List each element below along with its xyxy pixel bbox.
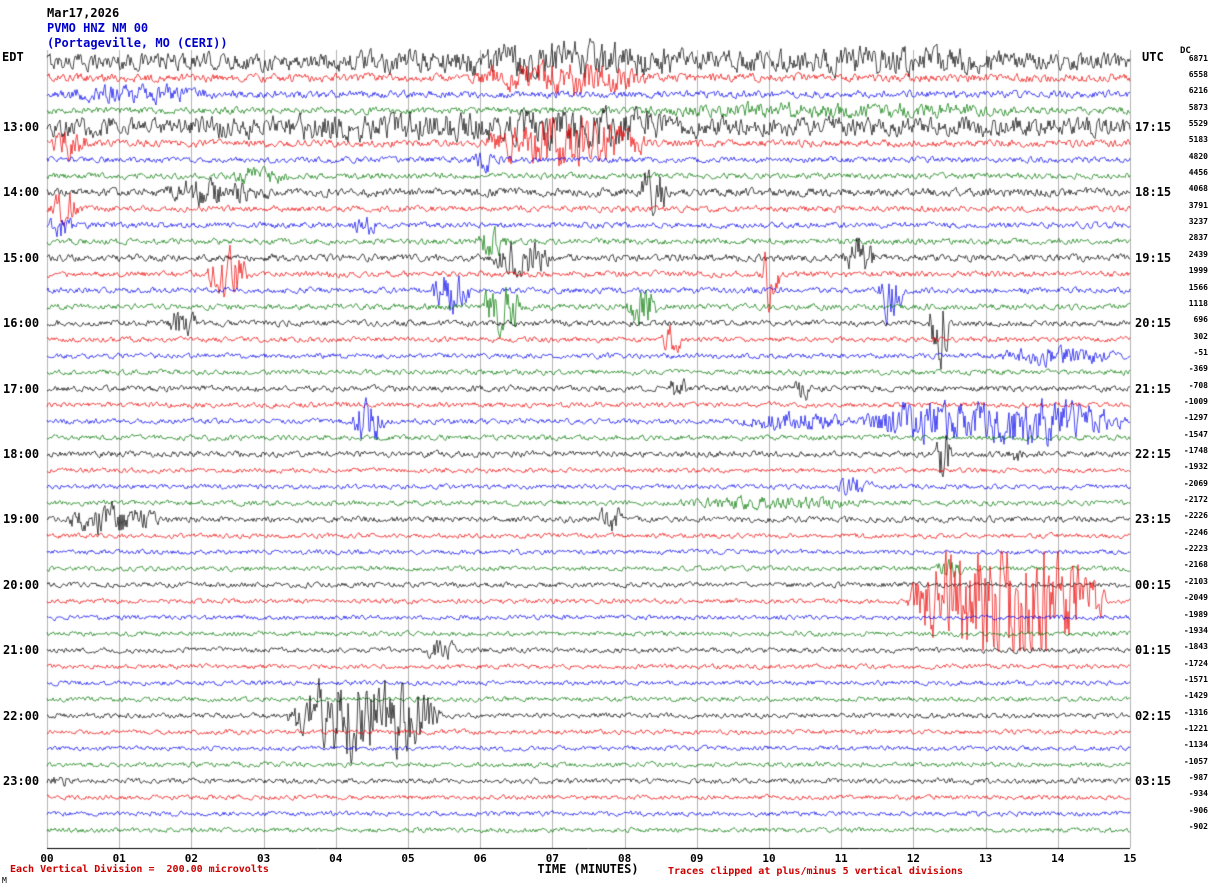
- dc-value: -1316: [1183, 707, 1208, 717]
- right-axis-label: UTC: [1142, 50, 1164, 64]
- x-tick-label: 05: [401, 852, 415, 865]
- x-tick-label: 04: [329, 852, 343, 865]
- dc-value: -708: [1188, 380, 1208, 390]
- dc-value: -2172: [1183, 495, 1208, 505]
- dc-value: -987: [1188, 773, 1208, 782]
- right-hour-label: 22:15: [1135, 447, 1172, 461]
- dc-value: -1989: [1183, 609, 1208, 619]
- dc-value: -1221: [1183, 723, 1208, 733]
- dc-value: -1547: [1183, 429, 1208, 439]
- dc-value: -2069: [1183, 478, 1208, 488]
- right-hour-label: 18:15: [1135, 185, 1172, 200]
- left-hour-label: 20:00: [3, 577, 40, 592]
- right-hour-label: 20:15: [1135, 316, 1172, 331]
- x-tick-label: 13: [978, 852, 993, 865]
- dc-value: 6871: [1188, 53, 1208, 63]
- x-tick-label: 01: [112, 852, 126, 865]
- dc-value: 1999: [1188, 266, 1208, 276]
- left-hour-label: 14:00: [3, 185, 40, 200]
- left-hour-label: 17:00: [3, 381, 40, 396]
- dc-value: -1297: [1183, 413, 1208, 423]
- left-hour-label: 18:00: [3, 447, 40, 461]
- dc-value: -2246: [1183, 527, 1208, 537]
- dc-value: 302: [1193, 331, 1208, 341]
- x-axis-title: TIME (MINUTES): [537, 862, 639, 876]
- dc-value: -1932: [1183, 462, 1208, 472]
- dc-value: 1118: [1188, 298, 1208, 308]
- dc-value: -1009: [1183, 396, 1208, 406]
- dc-value: 3237: [1188, 217, 1208, 227]
- dc-value: 6558: [1188, 69, 1208, 79]
- dc-value: -1134: [1183, 740, 1208, 750]
- dc-value: -51: [1193, 347, 1208, 357]
- dc-value: 3791: [1188, 200, 1208, 210]
- x-tick-label: 08: [617, 852, 632, 865]
- right-hour-label: 19:15: [1135, 250, 1172, 265]
- dc-value: -2168: [1183, 560, 1208, 570]
- right-hour-label: 23:15: [1135, 512, 1172, 527]
- right-hour-label: 17:15: [1135, 120, 1172, 134]
- dc-value: -1843: [1183, 642, 1208, 652]
- dc-value: -906: [1188, 805, 1208, 815]
- x-tick-label: 11: [834, 852, 848, 865]
- x-tick-label: 00: [40, 852, 54, 865]
- left-axis-label: EDT: [2, 50, 24, 64]
- x-tick-label: 10: [762, 852, 776, 865]
- x-tick-label: 07: [545, 852, 560, 865]
- dc-value: -369: [1188, 364, 1208, 374]
- dc-value: -1724: [1183, 658, 1208, 668]
- left-hour-label: 21:00: [3, 643, 40, 658]
- x-tick-label: 03: [256, 852, 271, 865]
- x-tick-label: 15: [1123, 852, 1137, 865]
- dc-value: 2837: [1188, 233, 1208, 243]
- header-station: PVMO HNZ NM 00: [47, 21, 149, 35]
- x-tick-label: 02: [184, 852, 199, 865]
- dc-value: -2226: [1183, 511, 1208, 521]
- header-date: Mar17,2026: [47, 6, 120, 20]
- division-note: Each Vertical Division = 200.00 microvol…: [10, 864, 269, 875]
- dc-value: 696: [1193, 315, 1208, 325]
- dc-value: 6216: [1188, 86, 1208, 96]
- x-tick-label: 12: [906, 852, 921, 865]
- dc-value: 5873: [1188, 102, 1208, 112]
- left-hour-label: 13:00: [3, 120, 40, 134]
- header-location: (Portageville, MO (CERI)): [47, 36, 228, 50]
- x-tick-label: 09: [690, 852, 704, 865]
- left-hour-label: 19:00: [3, 512, 40, 527]
- dc-value: -2103: [1183, 576, 1208, 586]
- dc-value: -1057: [1183, 756, 1208, 766]
- dc-value: 2439: [1188, 249, 1208, 259]
- left-hour-label: 16:00: [3, 316, 40, 331]
- dc-label: DC: [1180, 46, 1191, 56]
- left-hour-label: 15:00: [3, 250, 40, 265]
- dc-value: -934: [1188, 789, 1208, 799]
- right-hour-label: 21:15: [1135, 381, 1172, 396]
- dc-value: -1934: [1183, 625, 1208, 635]
- x-tick-label: 06: [473, 852, 487, 865]
- left-hour-label: 23:00: [3, 774, 40, 788]
- right-hour-label: 01:15: [1135, 643, 1172, 658]
- dc-value: 4456: [1188, 168, 1208, 178]
- dc-value: 5529: [1188, 119, 1208, 128]
- dc-value: -2223: [1183, 544, 1208, 554]
- right-hour-label: 02:15: [1135, 708, 1172, 723]
- dc-value: 5183: [1188, 135, 1208, 145]
- dc-value: -1748: [1183, 446, 1208, 455]
- left-hour-label: 22:00: [3, 708, 40, 723]
- dc-value: 1566: [1188, 282, 1208, 292]
- dc-value: 4068: [1188, 184, 1208, 194]
- dc-value: -2049: [1183, 593, 1208, 603]
- right-hour-label: 00:15: [1135, 577, 1172, 592]
- x-tick-label: 14: [1051, 852, 1065, 865]
- corner-mark: M: [2, 876, 7, 885]
- dc-value: -1429: [1183, 691, 1208, 701]
- right-hour-label: 03:15: [1135, 774, 1172, 788]
- dc-value: -902: [1188, 822, 1208, 832]
- clip-note: Traces clipped at plus/minus 5 vertical …: [668, 866, 964, 877]
- dc-value: 4820: [1188, 151, 1208, 161]
- dc-value: -1571: [1183, 674, 1208, 684]
